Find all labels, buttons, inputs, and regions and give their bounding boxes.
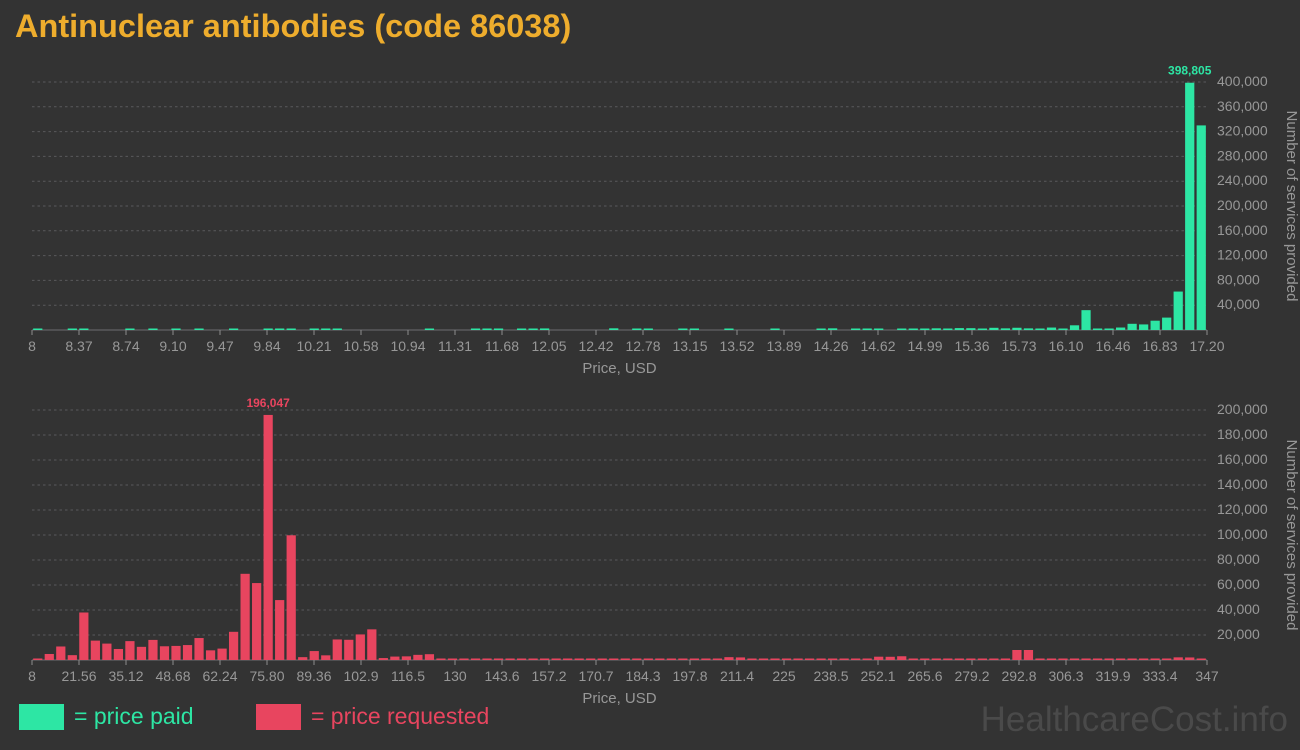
svg-text:197.8: 197.8 xyxy=(672,668,707,684)
svg-text:180,000: 180,000 xyxy=(1217,426,1268,442)
svg-text:9.10: 9.10 xyxy=(159,338,186,354)
svg-text:160,000: 160,000 xyxy=(1217,222,1268,238)
svg-text:16.10: 16.10 xyxy=(1048,338,1083,354)
svg-text:157.2: 157.2 xyxy=(531,668,566,684)
svg-text:252.1: 252.1 xyxy=(860,668,895,684)
svg-text:80,000: 80,000 xyxy=(1217,271,1260,287)
svg-text:14.62: 14.62 xyxy=(860,338,895,354)
svg-text:10.94: 10.94 xyxy=(390,338,425,354)
svg-text:12.42: 12.42 xyxy=(578,338,613,354)
svg-text:13.15: 13.15 xyxy=(672,338,707,354)
svg-text:333.4: 333.4 xyxy=(1142,668,1177,684)
svg-text:80,000: 80,000 xyxy=(1217,551,1260,567)
svg-text:9.47: 9.47 xyxy=(206,338,233,354)
svg-text:143.6: 143.6 xyxy=(484,668,519,684)
svg-text:20,000: 20,000 xyxy=(1217,626,1260,642)
svg-text:40,000: 40,000 xyxy=(1217,601,1260,617)
svg-text:14.99: 14.99 xyxy=(907,338,942,354)
svg-text:17.20: 17.20 xyxy=(1189,338,1224,354)
svg-text:130: 130 xyxy=(443,668,467,684)
svg-text:279.2: 279.2 xyxy=(954,668,989,684)
svg-text:10.58: 10.58 xyxy=(343,338,378,354)
svg-text:8: 8 xyxy=(28,668,36,684)
svg-text:240,000: 240,000 xyxy=(1217,172,1268,188)
svg-text:16.46: 16.46 xyxy=(1095,338,1130,354)
svg-text:320,000: 320,000 xyxy=(1217,123,1268,139)
svg-text:200,000: 200,000 xyxy=(1217,197,1268,213)
svg-text:102.9: 102.9 xyxy=(343,668,378,684)
svg-text:40,000: 40,000 xyxy=(1217,296,1260,312)
svg-text:200,000: 200,000 xyxy=(1217,401,1268,417)
svg-text:238.5: 238.5 xyxy=(813,668,848,684)
svg-text:319.9: 319.9 xyxy=(1095,668,1130,684)
svg-text:265.6: 265.6 xyxy=(907,668,942,684)
svg-text:8.74: 8.74 xyxy=(112,338,139,354)
svg-text:62.24: 62.24 xyxy=(202,668,237,684)
svg-text:306.3: 306.3 xyxy=(1048,668,1083,684)
svg-text:Number of services provided: Number of services provided xyxy=(1283,111,1300,302)
svg-text:11.31: 11.31 xyxy=(438,338,472,354)
svg-text:116.5: 116.5 xyxy=(391,668,425,684)
svg-text:400,000: 400,000 xyxy=(1217,73,1268,89)
svg-text:140,000: 140,000 xyxy=(1217,476,1268,492)
svg-text:15.36: 15.36 xyxy=(954,338,989,354)
svg-text:75.80: 75.80 xyxy=(249,668,284,684)
svg-text:398,805: 398,805 xyxy=(1168,64,1212,78)
svg-text:35.12: 35.12 xyxy=(108,668,143,684)
svg-text:16.83: 16.83 xyxy=(1142,338,1177,354)
svg-text:160,000: 160,000 xyxy=(1217,451,1268,467)
svg-text:Number of services provided: Number of services provided xyxy=(1283,440,1300,631)
svg-text:21.56: 21.56 xyxy=(61,668,96,684)
svg-text:184.3: 184.3 xyxy=(625,668,660,684)
svg-text:10.21: 10.21 xyxy=(296,338,331,354)
svg-text:Price, USD: Price, USD xyxy=(582,690,656,707)
svg-text:14.26: 14.26 xyxy=(813,338,848,354)
svg-text:170.7: 170.7 xyxy=(578,668,613,684)
svg-text:12.05: 12.05 xyxy=(531,338,566,354)
svg-text:12.78: 12.78 xyxy=(625,338,660,354)
svg-text:120,000: 120,000 xyxy=(1217,501,1268,517)
svg-text:13.52: 13.52 xyxy=(719,338,754,354)
svg-text:100,000: 100,000 xyxy=(1217,526,1268,542)
svg-text:280,000: 280,000 xyxy=(1217,147,1268,163)
svg-text:347: 347 xyxy=(1195,668,1219,684)
svg-text:8.37: 8.37 xyxy=(65,338,92,354)
svg-text:211.4: 211.4 xyxy=(720,668,754,684)
svg-text:11.68: 11.68 xyxy=(485,338,519,354)
svg-text:15.73: 15.73 xyxy=(1001,338,1036,354)
svg-text:120,000: 120,000 xyxy=(1217,247,1268,263)
svg-text:8: 8 xyxy=(28,338,36,354)
svg-text:13.89: 13.89 xyxy=(766,338,801,354)
svg-text:9.84: 9.84 xyxy=(253,338,280,354)
svg-text:60,000: 60,000 xyxy=(1217,576,1260,592)
svg-text:89.36: 89.36 xyxy=(296,668,331,684)
svg-text:360,000: 360,000 xyxy=(1217,98,1268,114)
svg-text:48.68: 48.68 xyxy=(155,668,190,684)
svg-text:292.8: 292.8 xyxy=(1001,668,1036,684)
svg-text:196,047: 196,047 xyxy=(246,396,290,410)
svg-text:225: 225 xyxy=(772,668,796,684)
